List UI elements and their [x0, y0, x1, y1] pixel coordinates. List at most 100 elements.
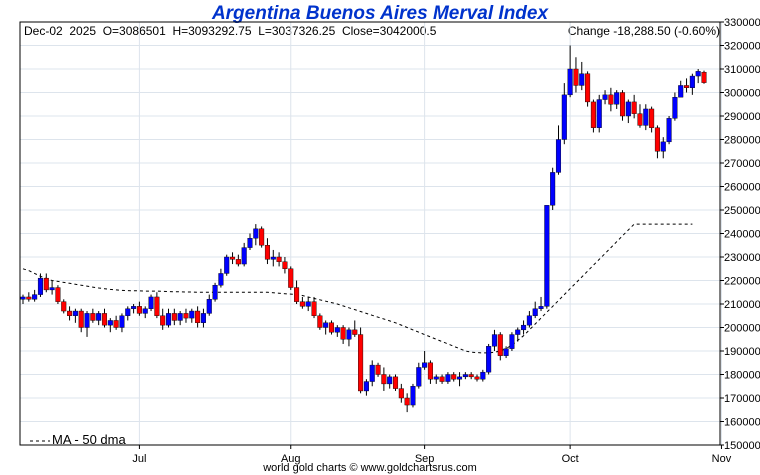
candle-body: [649, 108, 655, 128]
candle: [480, 369, 486, 382]
candle-body: [579, 73, 585, 86]
candle: [189, 308, 195, 323]
y-tick-label: 2400000: [724, 229, 760, 241]
candle: [107, 318, 113, 333]
candle: [526, 311, 532, 328]
candle-body: [165, 313, 172, 326]
y-tick-label: 1900000: [724, 346, 760, 358]
candle: [259, 226, 265, 248]
candle: [515, 327, 521, 342]
candle-body: [451, 374, 457, 380]
candle-body: [311, 301, 317, 316]
candle-body: [695, 71, 701, 77]
candle: [532, 301, 538, 319]
candle: [678, 80, 684, 98]
candle-body: [160, 315, 166, 326]
candle: [177, 311, 183, 326]
candle: [358, 327, 364, 394]
candle: [253, 224, 259, 246]
x-tick-label: Oct: [562, 453, 579, 465]
candle-body: [61, 301, 67, 312]
candle: [305, 296, 311, 312]
candle: [503, 346, 509, 359]
candle-body: [154, 296, 160, 316]
candle-body: [596, 99, 602, 128]
candle-body: [346, 329, 352, 340]
candle: [625, 99, 631, 124]
candle-body: [468, 374, 474, 378]
candle-body: [602, 94, 608, 100]
candle: [416, 362, 422, 389]
candle: [422, 351, 428, 370]
candle-body: [416, 367, 422, 387]
candle: [270, 249, 276, 267]
candle-body: [72, 310, 78, 316]
y-tick-label: 2000000: [724, 323, 760, 335]
candle: [247, 233, 253, 250]
candle-body: [189, 310, 195, 319]
candle-body: [142, 308, 148, 314]
candle-body: [381, 374, 387, 385]
candle: [462, 372, 468, 380]
candle-body: [270, 256, 276, 260]
candle-body: [544, 205, 550, 307]
candle-body: [555, 139, 562, 173]
candle-body: [241, 247, 247, 265]
candle-body: [323, 322, 329, 328]
candle: [154, 292, 160, 319]
candle: [666, 116, 672, 145]
candle-body: [375, 364, 381, 375]
candle: [427, 360, 433, 384]
y-tick-label: 3100000: [724, 64, 760, 76]
candle: [55, 285, 61, 304]
candle-body: [608, 94, 614, 105]
y-tick-label: 2200000: [724, 276, 760, 288]
candle-body: [299, 301, 305, 307]
y-tick-label: 3200000: [724, 41, 760, 53]
candle: [131, 304, 137, 314]
candles-layer: [20, 45, 707, 413]
candle: [649, 106, 655, 133]
candle-body: [305, 301, 311, 307]
candle-body: [26, 296, 32, 300]
x-tick-label: Jul: [132, 453, 146, 465]
candle: [660, 137, 666, 159]
candle-body: [32, 294, 38, 300]
candle-body: [585, 73, 591, 103]
candle-body: [37, 277, 43, 295]
candle-body: [363, 381, 369, 392]
candle: [439, 374, 445, 384]
candle: [596, 94, 602, 133]
candle: [387, 374, 393, 389]
candle: [602, 90, 608, 105]
candle-body: [532, 308, 538, 316]
candle: [695, 69, 701, 84]
candle: [631, 94, 637, 119]
candle: [200, 308, 206, 328]
candle-body: [480, 371, 486, 380]
x-tick-label: Aug: [281, 453, 301, 465]
candle-body: [491, 334, 497, 347]
candle-body: [678, 85, 684, 98]
candle-body: [49, 287, 55, 291]
y-tick-label: 1600000: [724, 417, 760, 429]
candle-body: [614, 92, 620, 105]
candle-body: [113, 320, 119, 328]
candle: [689, 73, 695, 95]
candle-body: [276, 256, 282, 262]
candle: [637, 104, 643, 128]
candle-body: [107, 320, 113, 326]
candle-body: [486, 346, 492, 373]
candle: [264, 238, 270, 265]
candle: [410, 383, 416, 408]
candle-body: [67, 310, 73, 316]
y-tick-label: 2500000: [724, 205, 760, 217]
candle-body: [573, 68, 579, 86]
candle: [101, 308, 108, 328]
candle: [72, 308, 78, 323]
candle: [311, 296, 317, 319]
ma-legend-label: MA - 50 dma: [28, 432, 126, 447]
x-tick-label: Nov: [712, 453, 732, 465]
candle: [579, 61, 585, 91]
candle: [78, 308, 84, 333]
